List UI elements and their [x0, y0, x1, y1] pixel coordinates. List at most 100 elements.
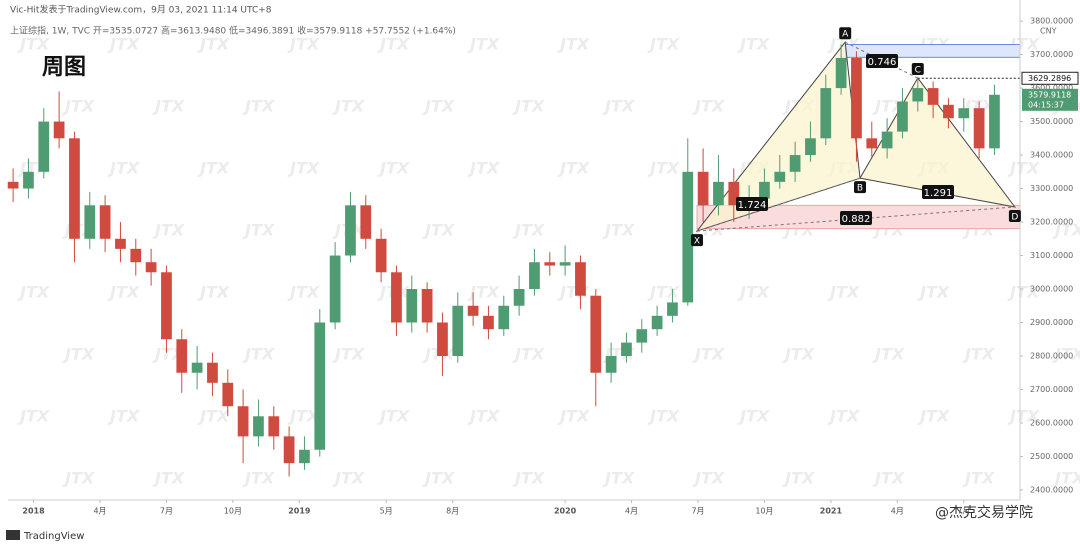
ratio-box — [736, 197, 768, 211]
watermark: JTX — [872, 97, 905, 116]
candle-body — [805, 138, 816, 156]
candle-body — [697, 171, 709, 206]
watermark: JTX — [557, 35, 590, 54]
watermark: JTX — [647, 407, 680, 426]
candle-body — [360, 205, 372, 239]
level-tag — [1021, 71, 1079, 85]
watermark: JTX — [467, 35, 500, 54]
x-tick-label: 10月 — [224, 507, 242, 516]
candle-body — [989, 94, 1000, 149]
watermark: JTX — [917, 407, 950, 426]
x-tick-label: 4月 — [891, 507, 904, 516]
watermark: JTX — [512, 345, 545, 364]
ratio-label: 0.882 — [842, 214, 871, 225]
watermark: JTX — [737, 35, 770, 54]
watermark: JTX — [287, 159, 320, 178]
candle-body — [789, 155, 801, 172]
watermark: JTX — [62, 469, 95, 488]
watermark: JTX — [962, 97, 995, 116]
candle-body — [467, 305, 479, 316]
candle-body — [498, 305, 510, 330]
level-label: 3629.2896 — [1028, 74, 1071, 83]
watermark: JTX — [242, 469, 275, 488]
watermark: JTX — [962, 469, 995, 488]
ratio-label: 1.724 — [738, 200, 767, 211]
candle-body — [375, 238, 387, 273]
watermark: JTX — [872, 345, 905, 364]
candle-body — [774, 171, 786, 182]
y-tick-label: 3100.0000 — [1030, 251, 1073, 260]
y-tick-label: 2600.0000 — [1030, 418, 1073, 427]
last-price-label: 3579.9118 — [1028, 90, 1071, 99]
currency: CNY — [1040, 27, 1057, 36]
y-tick-label: 2400.0000 — [1030, 485, 1073, 494]
watermark: JTX — [332, 345, 365, 364]
pattern-point-label: X — [694, 237, 700, 247]
watermark: JTX — [17, 407, 50, 426]
candle-body — [130, 248, 142, 263]
ratio-box — [922, 185, 954, 199]
watermark: JTX — [197, 283, 230, 302]
watermark: JTX — [1007, 159, 1040, 178]
ratio-label: 1.291 — [924, 188, 953, 199]
watermark: JTX — [62, 97, 95, 116]
watermarks: JTX JTX JTX JTX JTX JTX JTX JTX JTX JTX JTX JTX JTX J… — [17, 35, 1080, 488]
candle-body — [483, 315, 494, 330]
watermark: JTX — [197, 35, 230, 54]
pattern-point-box — [839, 27, 852, 40]
watermark: JTX — [287, 35, 320, 54]
candle-body — [881, 131, 893, 149]
x-tick-label: 2018 — [22, 507, 45, 516]
candle-body — [84, 205, 96, 239]
candle-body — [452, 305, 464, 356]
watermark: JTX — [647, 35, 680, 54]
watermark: JTX — [17, 35, 50, 54]
pattern-point-box — [690, 234, 703, 247]
watermark: JTX — [377, 159, 410, 178]
pattern-point-box — [1008, 209, 1021, 222]
pattern-point-label: A — [842, 30, 849, 40]
y-tick-label: 3500.0000 — [1030, 117, 1073, 126]
x-tick-label: 2019 — [288, 507, 311, 516]
candle-body — [345, 205, 356, 256]
pattern-point-box — [854, 181, 867, 194]
watermark: JTX — [602, 221, 635, 240]
watermark: JTX — [1052, 345, 1080, 364]
watermark: JTX — [962, 345, 995, 364]
watermark: JTX — [1007, 283, 1040, 302]
candle-body — [590, 295, 602, 373]
plot-area — [7, 40, 1021, 477]
watermark: JTX — [422, 97, 455, 116]
watermark: JTX — [467, 159, 500, 178]
candle-body — [636, 329, 648, 343]
ratio-label: 0.746 — [868, 57, 897, 68]
watermark: JTX — [827, 283, 860, 302]
candle-body — [145, 262, 157, 273]
candle-body — [667, 302, 678, 316]
watermark: JTX — [647, 159, 680, 178]
watermark: JTX — [242, 97, 275, 116]
watermark: JTX — [107, 35, 140, 54]
x-tick-label: 8月 — [446, 507, 459, 516]
watermark: JTX — [422, 221, 455, 240]
candle-body — [222, 382, 234, 407]
candle-body — [38, 121, 50, 172]
watermark: JTX — [107, 283, 140, 302]
candle-body — [268, 416, 280, 437]
candle-body — [912, 88, 924, 102]
candle-body — [161, 272, 172, 340]
watermark: JTX — [242, 345, 275, 364]
candle-body — [958, 108, 970, 119]
watermark: JTX — [152, 469, 185, 488]
watermark: JTX — [602, 97, 635, 116]
watermark: JTX — [197, 159, 230, 178]
y-tick-label: 3300.0000 — [1030, 184, 1073, 193]
watermark: JTX — [647, 283, 680, 302]
watermark: JTX — [782, 345, 815, 364]
x-tick-label: 2021 — [820, 507, 843, 516]
watermark: JTX — [692, 469, 725, 488]
candle-body — [69, 138, 80, 239]
candle-body — [53, 121, 65, 139]
watermark: JTX — [557, 407, 590, 426]
